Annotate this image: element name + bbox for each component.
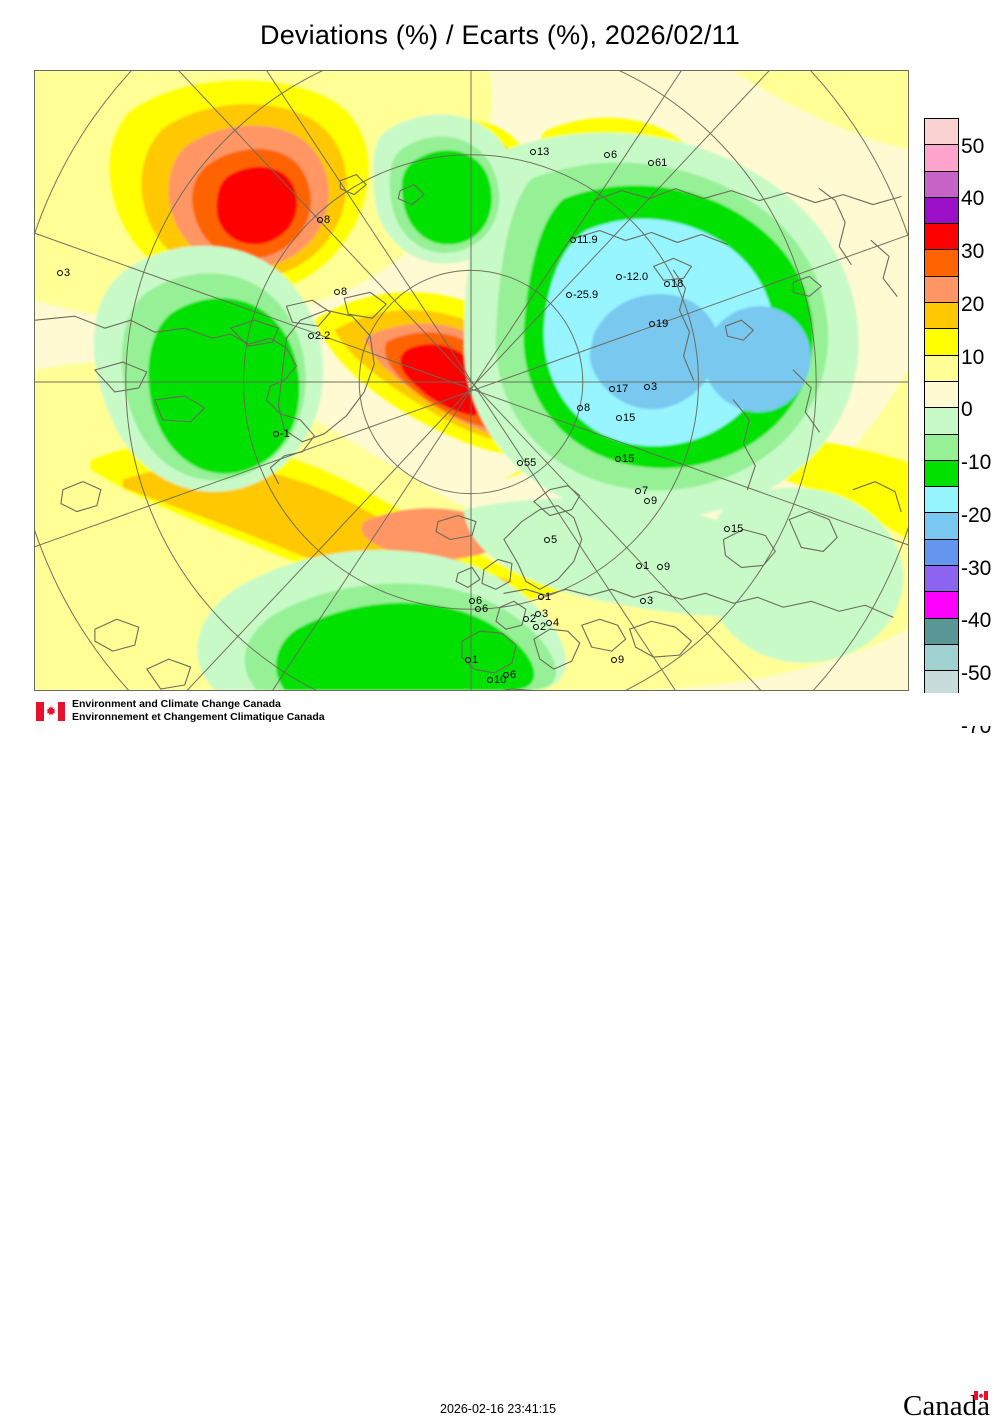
colorbar-cell	[925, 171, 958, 198]
canada-flag-icon	[36, 701, 65, 721]
colorbar-tick-label: 40	[961, 187, 985, 210]
colorbar-cell	[925, 460, 958, 488]
timestamp: 2026-02-16 23:41:15	[440, 1402, 557, 1416]
anomaly-map[interactable]: 3 8 8 13 6 61 11.9 -12.0 -25.9 18 19 2.2 17 3 8 15 -1 15 5…	[34, 70, 909, 691]
colorbar-tick-label: 20	[961, 293, 985, 316]
colorbar-cell	[925, 303, 958, 330]
colorbar-tick-label: -20	[961, 504, 992, 527]
colorbar-tick-label: -30	[961, 557, 992, 580]
footer: Environment and Climate Change Canada En…	[0, 693, 1000, 1421]
colorbar-tick-label: -40	[961, 609, 992, 632]
colorbar-tick-label: -50	[961, 662, 992, 685]
colorbar-cell	[925, 250, 958, 277]
wordmark-flag-icon	[974, 1391, 988, 1400]
eccc-text-en: Environment and Climate Change Canada	[72, 698, 281, 710]
colorbar-cell	[925, 513, 958, 540]
colorbar-cell	[925, 381, 958, 409]
page-title: Deviations (%) / Ecarts (%), 2026/02/11	[260, 20, 740, 50]
colorbar-tick-label: 30	[961, 240, 985, 263]
eccc-text: Environment and Climate Change Canada En…	[72, 698, 325, 724]
wordmark-maple-leaf-icon	[978, 1392, 984, 1399]
colorbar-tick-label: -10	[961, 451, 992, 474]
colorbar-cell	[925, 644, 958, 672]
colorbar-cell	[925, 145, 958, 172]
colorbar-cell	[925, 197, 958, 225]
colorbar-cell	[925, 224, 958, 251]
eccc-text-fr: Environnement et Changement Climatique C…	[72, 711, 325, 724]
eccc-branding: Environment and Climate Change Canada En…	[36, 698, 325, 724]
colorbar-tick-label: 10	[961, 346, 985, 369]
colorbar-cell	[925, 119, 958, 146]
colorbar-cell	[925, 355, 958, 382]
colorbar-cell	[925, 408, 958, 435]
colorbar-labels: 50 40 30 20 10 0 -10 -20 -30 -40 -50 -70	[961, 118, 1000, 737]
colorbar-cell	[925, 487, 958, 514]
colorbar[interactable]	[924, 118, 959, 725]
maple-leaf-icon	[45, 705, 56, 717]
colorbar-tick-label: 0	[961, 398, 973, 421]
colorbar-cell	[925, 276, 958, 304]
colorbar-tick-label: 50	[961, 135, 985, 158]
colorbar-cell	[925, 592, 958, 619]
colorbar-cell	[925, 618, 958, 645]
colorbar-cell	[925, 434, 958, 461]
map-canvas	[35, 71, 908, 690]
colorbar-cell	[925, 329, 958, 356]
colorbar-cell	[925, 566, 958, 593]
canada-wordmark: Canada	[903, 1391, 990, 1421]
colorbar-cell	[925, 539, 958, 567]
